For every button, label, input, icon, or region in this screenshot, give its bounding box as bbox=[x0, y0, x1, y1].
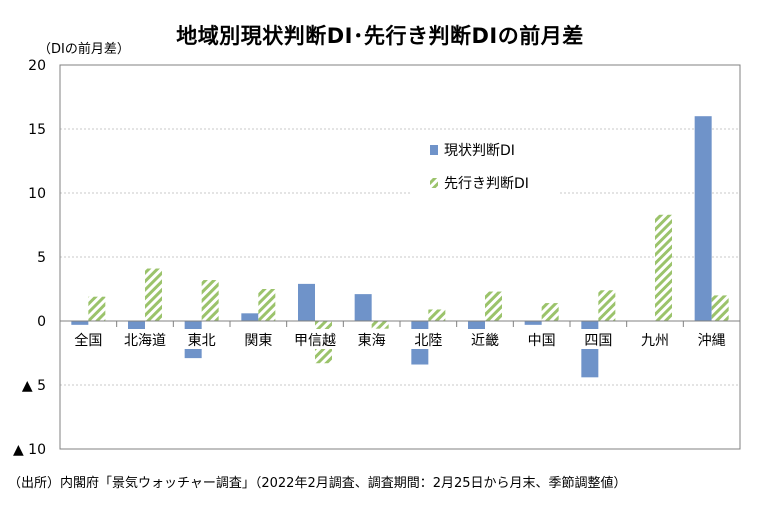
category-label-bg bbox=[353, 329, 390, 349]
legend-swatch bbox=[430, 178, 438, 188]
y-tick-label: ▲ 5 bbox=[22, 378, 46, 394]
category-label-bg bbox=[637, 329, 673, 349]
category-label-bg bbox=[70, 329, 107, 349]
legend: 現状判断DI 先行き判断DI bbox=[410, 135, 560, 195]
y-axis-unit-label: （DIの前月差） bbox=[38, 42, 130, 57]
bar-current-di bbox=[694, 116, 712, 321]
bar-outlook-di bbox=[88, 296, 106, 321]
x-category-label: 九州 bbox=[641, 333, 669, 349]
y-tick-label: 20 bbox=[28, 58, 46, 74]
bar-current-di bbox=[354, 294, 372, 321]
category-label-bg bbox=[183, 329, 220, 349]
x-category-label: 中国 bbox=[528, 333, 556, 349]
legend-label: 先行き判断DI bbox=[444, 176, 529, 192]
bar-outlook-di bbox=[655, 214, 672, 321]
category-label-bg bbox=[693, 329, 730, 349]
chart-title: 地域別現状判断DI･先行き判断DIの前月差 bbox=[176, 24, 584, 48]
x-category-label: 東北 bbox=[188, 333, 216, 349]
y-tick-label: 10 bbox=[28, 186, 46, 202]
x-category-label: 全国 bbox=[74, 332, 102, 349]
x-category-label: 関東 bbox=[244, 333, 272, 349]
category-label-bg bbox=[523, 329, 560, 349]
x-category-label: 沖縄 bbox=[698, 333, 726, 349]
source-note: （出所）内閣府「景気ウォッチャー調査」（2022年2月調査、調査期間：2月25日… bbox=[8, 476, 627, 491]
x-category-label: 北海道 bbox=[124, 333, 166, 349]
bars bbox=[71, 116, 729, 378]
bar-current-di bbox=[524, 321, 542, 325]
category-label-bg bbox=[240, 329, 277, 349]
y-tick-label: 15 bbox=[28, 122, 46, 138]
bar-outlook-di bbox=[201, 280, 219, 321]
category-label-bg bbox=[580, 329, 617, 349]
plot-frame bbox=[59, 64, 741, 450]
x-category-label: 東海 bbox=[358, 333, 386, 349]
bar-current-di bbox=[298, 283, 315, 321]
x-category-label: 近畿 bbox=[471, 333, 499, 349]
bar-outlook-di bbox=[428, 309, 446, 321]
bar-outlook-di bbox=[258, 289, 276, 321]
y-tick-label: ▲ 10 bbox=[13, 442, 46, 458]
category-label-bg bbox=[410, 329, 447, 349]
bar-current-di bbox=[241, 313, 259, 321]
x-category-label: 甲信越 bbox=[294, 333, 336, 349]
bar-current-di bbox=[71, 321, 89, 325]
bar-outlook-di bbox=[598, 290, 616, 321]
legend-swatch bbox=[430, 145, 438, 155]
gridlines bbox=[60, 128, 740, 386]
y-tick-label: 0 bbox=[37, 314, 46, 330]
axes bbox=[59, 64, 741, 450]
legend-label: 現状判断DI bbox=[444, 143, 515, 159]
bar-outlook-di bbox=[711, 295, 729, 321]
y-tick-label: 5 bbox=[37, 250, 46, 266]
axis-labels: 20 15 10 5 0 ▲ 5 ▲ 10 全国 北海道 東北 関東 甲信越 東海 北陸 近畿 中国 四国 九州 沖… bbox=[13, 58, 730, 458]
category-label-bg bbox=[467, 329, 503, 349]
bar-outlook-di bbox=[145, 268, 162, 321]
x-category-label: 北陸 bbox=[414, 333, 442, 349]
bar-outlook-di bbox=[541, 303, 559, 321]
bar-outlook-di bbox=[371, 321, 389, 329]
category-label-bg bbox=[119, 329, 171, 349]
x-category-label: 四国 bbox=[584, 333, 612, 349]
bar-outlook-di bbox=[485, 291, 502, 321]
category-label-bg bbox=[289, 329, 341, 349]
